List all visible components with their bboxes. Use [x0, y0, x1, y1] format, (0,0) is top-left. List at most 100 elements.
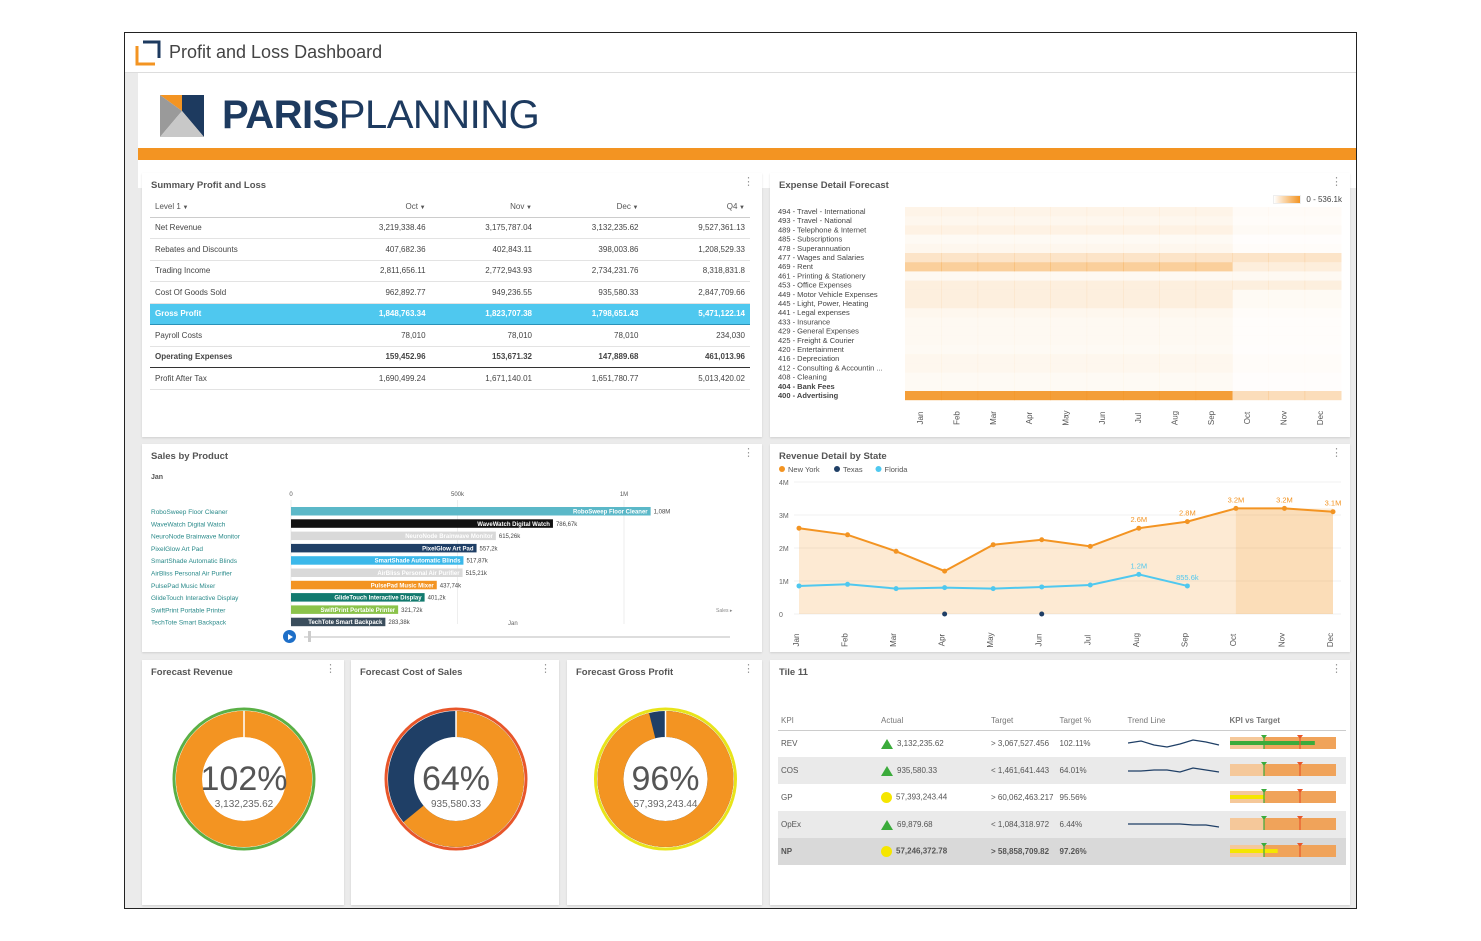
heatmap-cell — [1123, 381, 1160, 391]
series-point[interactable] — [942, 611, 948, 617]
gauge-value: 935,580.33 — [431, 799, 481, 810]
heatmap-legend: 0 - 536.1k — [1273, 195, 1342, 204]
heatmap-cell — [1305, 354, 1342, 363]
tile-title: Tile 11 — [779, 667, 808, 678]
series-point[interactable] — [845, 581, 851, 587]
heatmap-cell — [1014, 207, 1051, 217]
expense-row-label: 441 - Legal expenses — [778, 308, 850, 317]
timeline-handle[interactable] — [308, 631, 311, 642]
more-menu-icon[interactable]: ⋮ — [743, 176, 754, 188]
more-menu-icon[interactable]: ⋮ — [743, 663, 754, 675]
heatmap-cell — [905, 326, 942, 336]
sales-bar[interactable] — [291, 568, 463, 578]
heatmap-cell — [1086, 253, 1124, 263]
timeline-slider[interactable] — [304, 636, 730, 638]
series-point[interactable] — [990, 586, 996, 592]
heatmap-cell — [1268, 289, 1306, 299]
heatmap-cell — [1232, 216, 1269, 225]
series-point[interactable] — [1087, 543, 1093, 549]
sales-category-label: WaveWatch Digital Watch — [151, 521, 226, 528]
kpi-name: COS — [778, 757, 878, 784]
series-point[interactable] — [1184, 583, 1190, 589]
series-point[interactable] — [1136, 571, 1142, 577]
series-point[interactable] — [1136, 525, 1142, 531]
sales-bar-inner-label: TechTote Smart Backpack — [308, 620, 383, 626]
sales-bar[interactable] — [291, 531, 496, 541]
sales-bar[interactable] — [291, 556, 464, 565]
caret-down-icon: ▼ — [737, 205, 745, 212]
sales-bar[interactable] — [291, 507, 651, 516]
heatmap-cell — [977, 335, 1015, 345]
pl-row: Net Revenue 3,219,338.46 3,175,787.04 3,132… — [150, 217, 750, 239]
pl-header-0[interactable]: Level 1 ▼ — [150, 197, 325, 218]
sales-bar[interactable] — [291, 593, 425, 602]
sales-bar[interactable] — [291, 617, 386, 627]
series-point[interactable] — [1039, 537, 1045, 543]
heatmap-cell — [1050, 326, 1088, 336]
series-point[interactable] — [893, 586, 899, 592]
series-point[interactable] — [845, 532, 851, 538]
heatmap-cell — [1195, 345, 1233, 355]
series-point[interactable] — [893, 548, 899, 554]
series-point[interactable] — [990, 542, 996, 548]
series-point[interactable] — [1330, 509, 1336, 515]
series-point[interactable] — [1039, 611, 1045, 617]
heatmap-cell — [1159, 243, 1197, 253]
kpi-bullet — [1227, 784, 1346, 811]
heatmap-cell — [1086, 207, 1124, 217]
more-menu-icon[interactable]: ⋮ — [743, 447, 754, 459]
pl-header-1[interactable]: Oct ▼ — [324, 197, 431, 218]
heatmap-cell — [1123, 225, 1160, 235]
more-menu-icon[interactable]: ⋮ — [540, 663, 551, 675]
sales-category-label: PixelGlow Art Pad — [151, 546, 203, 553]
more-menu-icon[interactable]: ⋮ — [1331, 447, 1342, 459]
heatmap-cell — [1232, 271, 1269, 281]
heatmap-cell — [977, 271, 1015, 281]
heatmap-cell — [1014, 280, 1051, 290]
heatmap-cell — [1304, 299, 1342, 309]
series-point[interactable] — [942, 585, 948, 591]
kpi-trend — [1125, 784, 1227, 811]
more-menu-icon[interactable]: ⋮ — [1331, 176, 1342, 188]
sales-bar[interactable] — [291, 605, 399, 614]
heatmap-cell — [1050, 280, 1088, 290]
pl-row-label: Rebates and Discounts — [150, 238, 325, 261]
heatmap-cell — [905, 271, 942, 281]
series-point[interactable] — [1233, 505, 1239, 511]
heatmap-cell — [1014, 253, 1051, 263]
heatmap-cell — [1086, 299, 1124, 309]
heatmap-month-label: Jul — [1134, 413, 1143, 423]
series-point[interactable] — [796, 525, 802, 531]
heatmap-cell — [977, 243, 1015, 253]
series-point[interactable] — [1087, 582, 1093, 588]
heatmap-cell — [1232, 345, 1269, 354]
pl-header-3[interactable]: Dec ▼ — [537, 197, 644, 218]
heatmap-cell — [977, 381, 1015, 391]
more-menu-icon[interactable]: ⋮ — [1331, 663, 1342, 675]
heatmap-cell — [1268, 308, 1305, 317]
play-button[interactable] — [283, 630, 296, 643]
heatmap-cell — [941, 391, 979, 401]
sales-bar[interactable] — [291, 543, 477, 553]
more-menu-icon[interactable]: ⋮ — [325, 663, 336, 675]
heatmap-cell — [1232, 363, 1269, 372]
sales-bar[interactable] — [291, 519, 553, 528]
pl-header-2[interactable]: Nov ▼ — [430, 197, 537, 218]
series-point[interactable] — [1281, 505, 1287, 511]
pl-cell: 461,013.96 — [643, 345, 750, 368]
heatmap-cell — [1123, 299, 1160, 309]
heatmap-cell — [1232, 253, 1269, 263]
heatmap-cell — [1050, 271, 1088, 281]
pl-header-4[interactable]: Q4 ▼ — [643, 197, 750, 218]
heatmap-cell — [941, 253, 979, 263]
heatmap-cell — [1305, 327, 1342, 336]
series-point[interactable] — [942, 568, 948, 574]
pl-cell: 9,527,361.13 — [643, 217, 750, 239]
pl-cell: 5,471,122.14 — [643, 302, 750, 325]
heatmap-cell — [1050, 253, 1088, 263]
series-point[interactable] — [1184, 519, 1190, 525]
sales-bar[interactable] — [291, 580, 437, 590]
expense-row-label: 477 - Wages and Salaries — [778, 253, 864, 262]
series-point[interactable] — [796, 583, 802, 589]
series-point[interactable] — [1039, 584, 1045, 590]
